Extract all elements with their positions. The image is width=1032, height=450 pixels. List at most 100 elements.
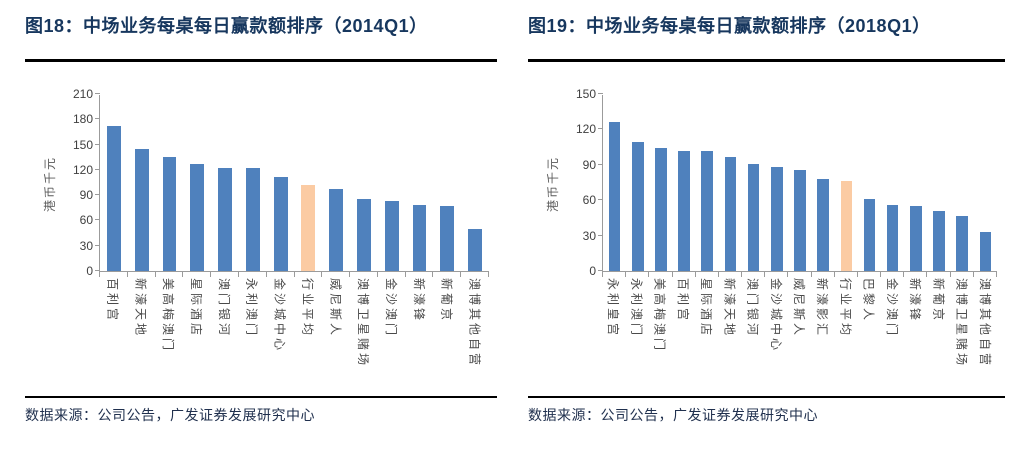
x-tick-mark xyxy=(949,272,951,277)
x-category-label: 美高梅澳门 xyxy=(652,278,667,354)
bar-slot xyxy=(835,95,858,271)
x-tick-mark xyxy=(833,272,835,277)
bar-新濠天地 xyxy=(134,148,149,271)
bar-slot xyxy=(696,95,719,271)
bar-威尼斯人 xyxy=(329,189,344,271)
x-category-label: 行业平均 xyxy=(300,278,315,339)
x-label-slot: 巴黎人 xyxy=(858,278,881,394)
x-axis-labels: 百利宫 新濠天地 美高梅澳门 星际酒店 澳门银河 永利澳门 金沙城中心 行业平均 威尼斯人 澳博卫… xyxy=(99,278,489,394)
bar-金沙城中心 xyxy=(771,167,783,271)
x-tick-mark xyxy=(210,272,212,277)
bar-highlighted-行业平均 xyxy=(840,181,853,271)
bar-slot xyxy=(433,95,461,271)
x-category-label: 美高梅澳门 xyxy=(161,278,176,354)
x-category-label: 新濠天地 xyxy=(133,278,148,339)
bar-永利澳门 xyxy=(631,142,644,271)
x-label-slot: 金沙城中心 xyxy=(765,278,788,394)
y-tick-mark xyxy=(598,234,603,236)
y-tick-label: 90 xyxy=(79,188,93,203)
x-tick-mark xyxy=(996,272,997,277)
source-text: 数据来源：公司公告，广发证券发展研究中心 xyxy=(25,407,315,423)
x-category-label: 永利澳门 xyxy=(629,278,644,339)
x-tick-mark xyxy=(321,272,323,277)
x-tick-mark xyxy=(404,272,406,277)
x-category-label: 威尼斯人 xyxy=(328,278,343,339)
bar-slot xyxy=(649,95,672,271)
x-tick-mark xyxy=(671,272,673,277)
x-label-slot: 新濠锋 xyxy=(904,278,927,394)
y-tick-label: 30 xyxy=(582,228,596,243)
x-tick-mark xyxy=(460,272,462,277)
y-tick-mark xyxy=(95,118,100,120)
bar-澳博其他自营 xyxy=(468,228,482,271)
x-tick-mark xyxy=(349,272,351,277)
x-category-label: 新濠天地 xyxy=(722,278,737,339)
bar-slot xyxy=(406,95,434,271)
bar-slot xyxy=(788,95,811,271)
x-category-label: 新濠锋 xyxy=(908,278,923,324)
x-tick-mark xyxy=(265,272,267,277)
bar-slot xyxy=(239,95,267,271)
bar-slot xyxy=(927,95,950,271)
x-tick-mark xyxy=(717,272,719,277)
bar-slot xyxy=(858,95,881,271)
x-category-label: 新葡京 xyxy=(439,278,454,324)
bar-新濠影汇 xyxy=(817,178,829,271)
bar-slot xyxy=(350,95,378,271)
bar-新葡京 xyxy=(933,210,945,271)
bar-金沙澳门 xyxy=(384,201,399,271)
bar-slot xyxy=(128,95,156,271)
x-category-label: 澳门银河 xyxy=(745,278,760,339)
x-label-slot: 新濠天地 xyxy=(718,278,741,394)
x-category-label: 澳门银河 xyxy=(216,278,231,339)
x-tick-mark xyxy=(625,272,627,277)
y-tick-mark xyxy=(598,163,603,165)
x-tick-mark xyxy=(488,272,489,277)
bar-澳门银河 xyxy=(747,163,760,271)
x-label-slot: 新葡京 xyxy=(927,278,950,394)
bar-slot xyxy=(904,95,927,271)
x-category-label: 星际酒店 xyxy=(699,278,714,339)
bar-澳博卫星赌场 xyxy=(356,199,371,271)
x-category-label: 新濠锋 xyxy=(411,278,426,324)
x-tick-mark xyxy=(99,272,100,277)
x-label-slot: 星际酒店 xyxy=(695,278,718,394)
x-category-label: 百利宫 xyxy=(105,278,120,324)
source-divider xyxy=(25,396,497,398)
x-tick-mark xyxy=(926,272,928,277)
x-category-label: 百利宫 xyxy=(675,278,690,324)
y-tick-label: 0 xyxy=(86,264,93,278)
bar-巴黎人 xyxy=(863,199,876,271)
bar-威尼斯人 xyxy=(794,169,806,271)
x-label-slot: 行业平均 xyxy=(294,278,322,394)
x-label-slot: 澳门银河 xyxy=(210,278,238,394)
x-tick-mark xyxy=(787,272,789,277)
bar-星际酒店 xyxy=(701,150,714,271)
bar-slot xyxy=(294,95,322,271)
x-label-slot: 澳博其他自营 xyxy=(461,278,489,394)
bar-新濠锋 xyxy=(412,205,427,271)
figure-title: 图19：中场业务每桌每日赢款额排序（2018Q1） xyxy=(528,16,931,36)
bar-slot xyxy=(378,95,406,271)
x-category-label: 新葡京 xyxy=(931,278,946,324)
y-tick-mark xyxy=(598,199,603,201)
bar-slot xyxy=(765,95,788,271)
x-label-slot: 新葡京 xyxy=(433,278,461,394)
bar-永利皇宫 xyxy=(608,122,621,271)
x-tick-mark xyxy=(602,272,603,277)
bar-新葡京 xyxy=(440,206,455,271)
x-tick-mark xyxy=(972,272,974,277)
x-category-label: 星际酒店 xyxy=(189,278,203,339)
bar-slot xyxy=(100,95,128,271)
y-tick-label: 60 xyxy=(582,193,596,208)
source-divider xyxy=(528,396,1005,398)
y-tick-mark xyxy=(95,93,100,94)
x-tick-mark xyxy=(648,272,650,277)
bar-slot xyxy=(322,95,350,271)
bar-美高梅澳门 xyxy=(655,148,667,271)
bar-澳博其他自营 xyxy=(979,232,992,271)
x-label-slot: 行业平均 xyxy=(834,278,857,394)
y-tick-mark xyxy=(95,219,100,221)
x-category-label: 新濠影汇 xyxy=(815,278,830,339)
x-label-slot: 百利宫 xyxy=(672,278,695,394)
